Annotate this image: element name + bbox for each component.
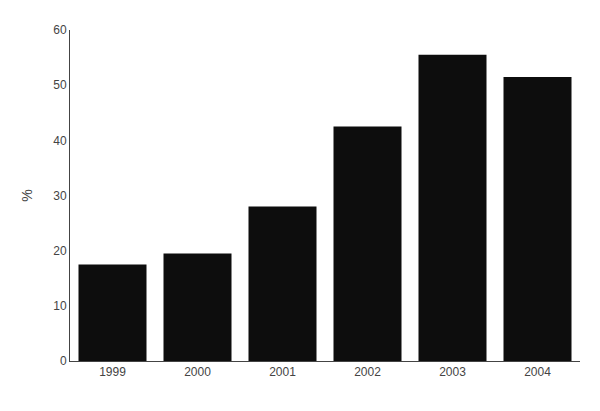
svg-text:30: 30 [53, 189, 67, 203]
svg-text:2003: 2003 [439, 365, 466, 379]
svg-text:1999: 1999 [99, 365, 126, 379]
svg-text:20: 20 [53, 244, 67, 258]
svg-text:40: 40 [53, 134, 67, 148]
svg-text:10: 10 [53, 299, 67, 313]
svg-text:2001: 2001 [269, 365, 296, 379]
svg-text:60: 60 [53, 23, 67, 37]
svg-text:2000: 2000 [184, 365, 211, 379]
svg-text:2002: 2002 [354, 365, 381, 379]
svg-text:50: 50 [53, 78, 67, 92]
svg-text:2004: 2004 [524, 365, 551, 379]
svg-text:0: 0 [60, 354, 67, 368]
svg-text:%: % [19, 189, 35, 201]
